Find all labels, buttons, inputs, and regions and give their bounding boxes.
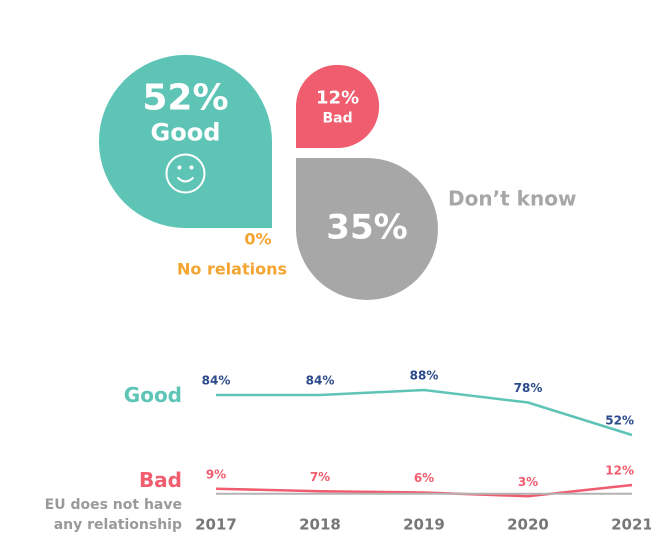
petal — [296, 158, 438, 300]
data-label: 3% — [518, 475, 538, 489]
data-label: 12% — [605, 464, 634, 478]
data-label: 7% — [310, 470, 330, 484]
value-label: 0% — [244, 230, 271, 249]
petal — [296, 64, 380, 148]
x-tick-label: 2017 — [195, 516, 237, 534]
value-label: 12% — [316, 87, 359, 108]
series-line — [216, 388, 633, 437]
legend-label: EU does not have any relationship — [44, 497, 182, 533]
data-label: 84% — [202, 374, 231, 388]
category-label: Don’t know — [448, 187, 576, 211]
category-label: Good — [151, 118, 221, 146]
category-label: Bad — [322, 110, 352, 126]
smiley-mouth — [176, 176, 195, 183]
data-label: 84% — [306, 374, 335, 388]
x-tick-label: 2018 — [299, 516, 341, 534]
x-tick-label: 2021 — [611, 516, 651, 534]
data-label: 9% — [206, 467, 226, 481]
data-label: 78% — [514, 381, 543, 395]
value-label: 52% — [142, 77, 228, 118]
value-label: 35% — [326, 207, 407, 247]
legend-label: Bad — [138, 468, 182, 492]
x-tick-label: 2019 — [403, 516, 445, 534]
smiley-eye — [189, 165, 194, 170]
data-label: 52% — [605, 414, 634, 428]
series-line — [215, 483, 633, 498]
data-label: 6% — [414, 471, 434, 485]
smiley-eye — [177, 165, 182, 170]
smiley — [165, 153, 206, 194]
petal — [98, 54, 272, 228]
data-label: 88% — [410, 369, 439, 383]
x-tick-label: 2020 — [507, 516, 549, 534]
legend-label: Good — [123, 383, 182, 407]
category-label: No relations — [177, 260, 287, 279]
